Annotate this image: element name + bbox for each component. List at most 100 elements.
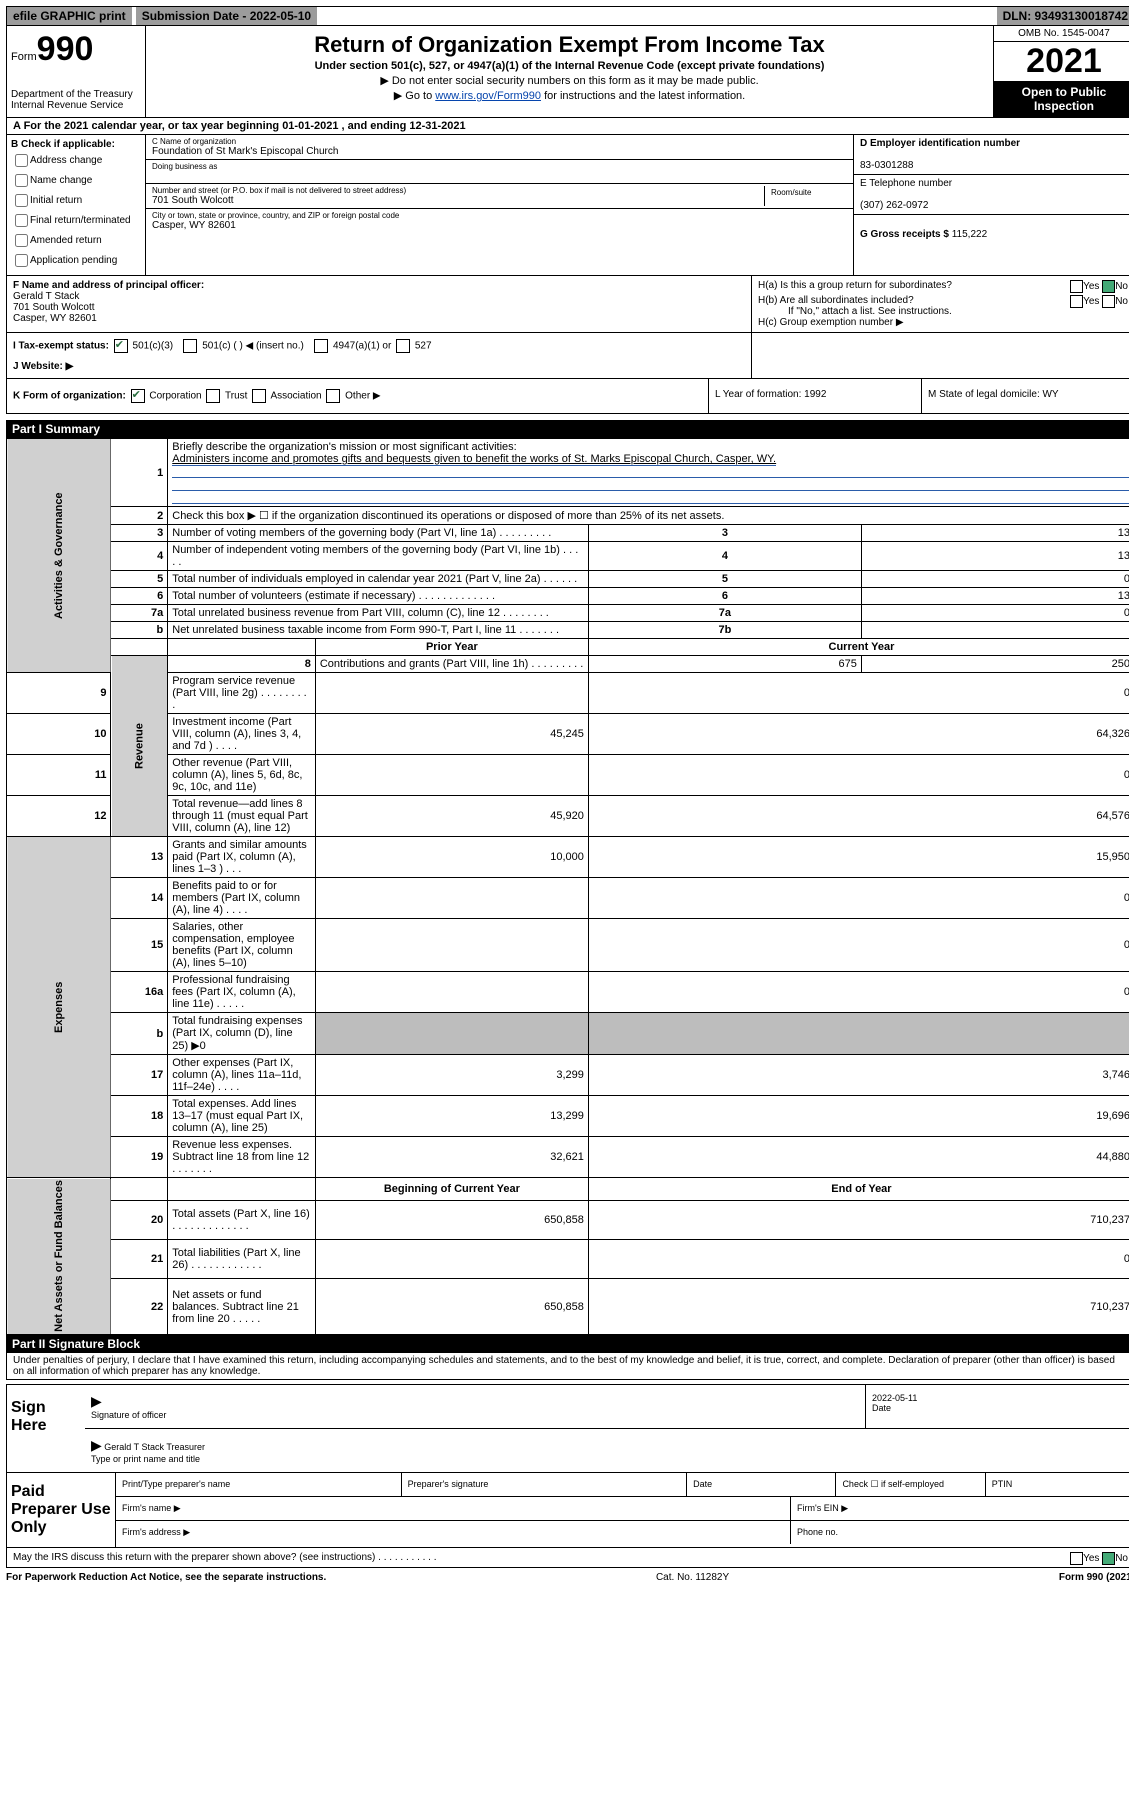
- row-14: 14Benefits paid to or for members (Part …: [7, 878, 1129, 919]
- check-initial-return[interactable]: Initial return: [11, 191, 141, 210]
- form-header: Form990 Department of the Treasury Inter…: [6, 26, 1129, 118]
- org-name-cell: C Name of organization Foundation of St …: [146, 135, 853, 160]
- room-suite-label: Room/suite: [765, 186, 847, 206]
- check-final-return[interactable]: Final return/terminated: [11, 211, 141, 230]
- officer-group-block: F Name and address of principal officer:…: [6, 276, 1129, 333]
- org-name: Foundation of St Mark's Episcopal Church: [152, 146, 847, 157]
- tax-year: 2021: [994, 42, 1129, 81]
- paid-preparer-block: Paid Preparer Use Only Print/Type prepar…: [6, 1473, 1129, 1548]
- check-application-pending[interactable]: Application pending: [11, 251, 141, 270]
- cat-no: Cat. No. 11282Y: [326, 1572, 1059, 1583]
- city-cell: City or town, state or province, country…: [146, 209, 853, 233]
- mission-label: Briefly describe the organization's miss…: [172, 441, 516, 453]
- section-k: K Form of organization: Corporation Trus…: [7, 379, 708, 413]
- irs-discuss-row: May the IRS discuss this return with the…: [6, 1548, 1129, 1568]
- part2-header: Part II Signature Block: [6, 1335, 1129, 1353]
- section-e: E Telephone number (307) 262-0972: [854, 175, 1129, 215]
- sign-here-label: Sign Here: [7, 1385, 85, 1472]
- org-info-block: B Check if applicable: Address change Na…: [6, 135, 1129, 276]
- section-l: L Year of formation: 1992: [708, 379, 921, 413]
- section-b: B Check if applicable: Address change Na…: [7, 135, 146, 275]
- vlabel-activities: Activities & Governance: [7, 439, 111, 673]
- row-22: 22Net assets or fund balances. Subtract …: [7, 1279, 1129, 1334]
- row-18: 18Total expenses. Add lines 13–17 (must …: [7, 1096, 1129, 1137]
- section-j: J Website: ▶: [13, 361, 745, 372]
- firm-address[interactable]: Firm's address ▶: [116, 1521, 791, 1544]
- tax-year-range: A For the 2021 calendar year, or tax yea…: [13, 120, 466, 132]
- form-org-block: K Form of organization: Corporation Trus…: [6, 379, 1129, 414]
- form-subtitle: Under section 501(c), 527, or 4947(a)(1)…: [154, 60, 985, 72]
- mission-text: Administers income and promotes gifts an…: [172, 453, 776, 466]
- firm-phone[interactable]: Phone no.: [791, 1521, 1129, 1544]
- check-trust[interactable]: [206, 389, 220, 403]
- row-3: 3Number of voting members of the governi…: [7, 525, 1129, 542]
- irs-label: Internal Revenue Service: [11, 100, 141, 111]
- instructions-link[interactable]: www.irs.gov/Form990: [435, 90, 541, 102]
- check-527[interactable]: [396, 339, 410, 353]
- form-title: Return of Organization Exempt From Incom…: [154, 32, 985, 58]
- address-cell: Number and street (or P.O. box if mail i…: [146, 184, 853, 209]
- ein: 83-0301288: [860, 160, 913, 171]
- row-17: 17Other expenses (Part IX, column (A), l…: [7, 1055, 1129, 1096]
- officer-name-title: ▶ Gerald T Stack Treasurer Type or print…: [85, 1429, 1129, 1472]
- check-4947[interactable]: [314, 339, 328, 353]
- hb-yesno[interactable]: Yes No: [1070, 295, 1128, 308]
- telephone: (307) 262-0972: [860, 200, 928, 211]
- officer-signature[interactable]: ▶ Signature of officer: [85, 1385, 866, 1428]
- preparer-name[interactable]: Print/Type preparer's name: [116, 1473, 402, 1496]
- row-21: 21Total liabilities (Part X, line 26) . …: [7, 1240, 1129, 1279]
- officer-name: Gerald T Stack: [13, 291, 79, 302]
- group-exemption: H(c) Group exemption number ▶: [758, 317, 1128, 328]
- col-headers-1: Prior YearCurrent Year: [7, 639, 1129, 656]
- section-f: F Name and address of principal officer:…: [7, 276, 752, 332]
- firm-ein[interactable]: Firm's EIN ▶: [791, 1497, 1129, 1520]
- part1-header: Part I Summary: [6, 420, 1129, 438]
- row-7b: bNet unrelated business taxable income f…: [7, 622, 1129, 639]
- check-amended[interactable]: Amended return: [11, 231, 141, 250]
- firm-name[interactable]: Firm's name ▶: [116, 1497, 791, 1520]
- form-number: 990: [37, 30, 94, 68]
- row-9: 9Program service revenue (Part VIII, lin…: [7, 673, 1129, 714]
- discuss-yesno[interactable]: Yes No: [1070, 1552, 1128, 1565]
- check-address-change[interactable]: Address change: [11, 151, 141, 170]
- form-ref: Form 990 (2021): [1059, 1572, 1129, 1583]
- ptin[interactable]: PTIN: [986, 1473, 1129, 1496]
- check-501c3[interactable]: [114, 339, 128, 353]
- right-info: D Employer identification number 83-0301…: [853, 135, 1129, 275]
- row-16a: 16aProfessional fundraising fees (Part I…: [7, 972, 1129, 1013]
- form-title-block: Return of Organization Exempt From Incom…: [146, 26, 993, 117]
- paid-preparer-label: Paid Preparer Use Only: [7, 1473, 116, 1547]
- sign-here-block: Sign Here ▶ Signature of officer 2022-05…: [6, 1384, 1129, 1473]
- section-h: H(a) Is this a group return for subordin…: [752, 276, 1129, 332]
- preparer-signature[interactable]: Preparer's signature: [402, 1473, 688, 1496]
- ssn-warning: ▶ Do not enter social security numbers o…: [154, 74, 985, 87]
- instructions-link-line: ▶ Go to www.irs.gov/Form990 for instruct…: [154, 89, 985, 102]
- row-6: 6Total number of volunteers (estimate if…: [7, 588, 1129, 605]
- section-b-title: B Check if applicable:: [11, 139, 115, 150]
- dba-cell: Doing business as: [146, 160, 853, 184]
- check-501c[interactable]: [183, 339, 197, 353]
- row-4: 4Number of independent voting members of…: [7, 542, 1129, 571]
- form-id-block: Form990 Department of the Treasury Inter…: [7, 26, 146, 117]
- treasury-dept: Department of the Treasury: [11, 89, 141, 100]
- row-19: 19Revenue less expenses. Subtract line 1…: [7, 1137, 1129, 1178]
- city-state-zip: Casper, WY 82601: [152, 220, 847, 231]
- dln: DLN: 93493130018742: [997, 7, 1129, 25]
- check-association[interactable]: [252, 389, 266, 403]
- page-footer: For Paperwork Reduction Act Notice, see …: [6, 1568, 1129, 1587]
- row-15: 15Salaries, other compensation, employee…: [7, 919, 1129, 972]
- section-d: D Employer identification number 83-0301…: [854, 135, 1129, 175]
- check-corporation[interactable]: [131, 389, 145, 403]
- check-name-change[interactable]: Name change: [11, 171, 141, 190]
- form-prefix: Form: [11, 51, 37, 63]
- summary-table: Activities & Governance 1 Briefly descri…: [6, 438, 1129, 1335]
- public-inspection: Open to Public Inspection: [994, 81, 1129, 117]
- preparer-date[interactable]: Date: [687, 1473, 836, 1496]
- top-bar: efile GRAPHIC print Submission Date - 20…: [6, 6, 1129, 26]
- check-other[interactable]: [326, 389, 340, 403]
- self-employed-check[interactable]: Check ☐ if self-employed: [836, 1473, 985, 1496]
- ha-yesno[interactable]: Yes No: [1070, 280, 1128, 293]
- street-address: 701 South Wolcott: [152, 195, 764, 206]
- gross-receipts: 115,222: [952, 229, 987, 240]
- vlabel-revenue: Revenue: [111, 656, 168, 837]
